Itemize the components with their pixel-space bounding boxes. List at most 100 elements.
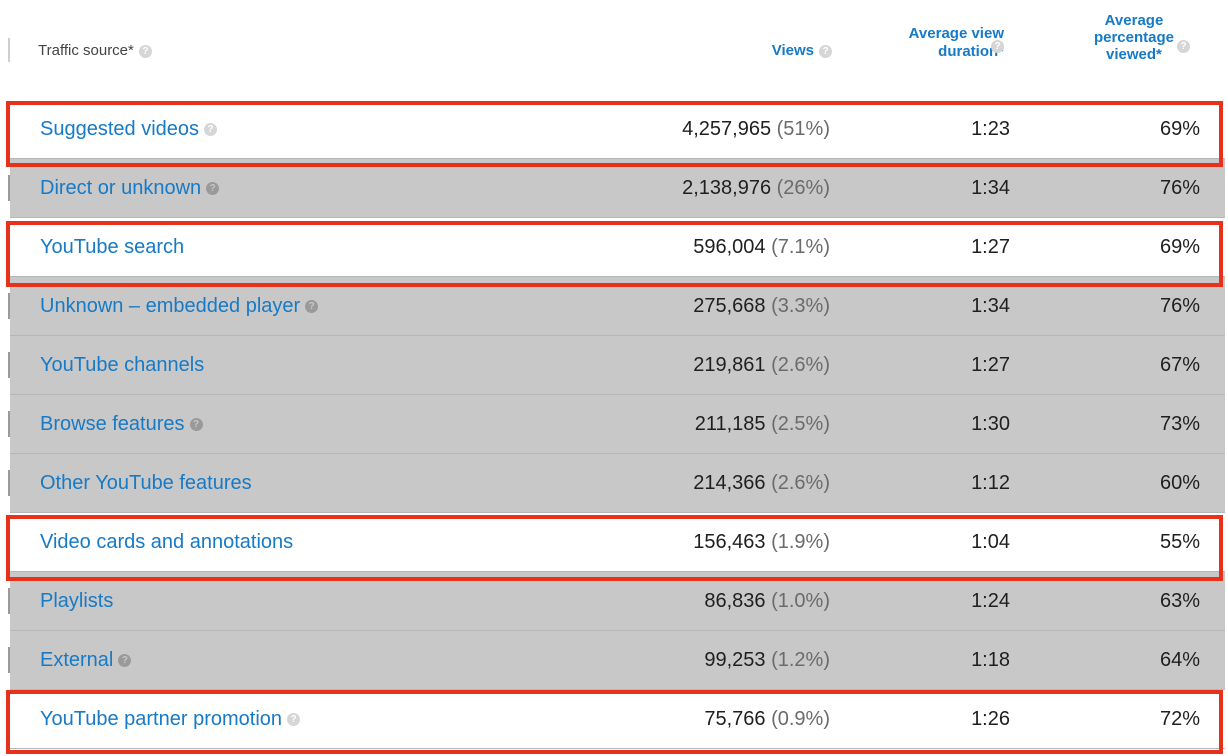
views-count: 86,836 [704,590,766,612]
row-divider [8,293,10,319]
traffic-source-link[interactable]: Unknown – embedded player? [40,277,319,335]
views-share: (2.5%) [771,413,830,435]
traffic-source-link[interactable]: External? [40,631,132,689]
highlight-box [6,515,1223,581]
traffic-source-label[interactable]: Video cards and annotations [40,531,294,553]
row-divider [8,411,10,437]
duration-value: 1:34 [971,177,1010,199]
traffic-source-label[interactable]: Playlists [40,590,114,612]
duration-value: 1:34 [971,295,1010,317]
views-value: 99,253 (1.2%) [704,631,830,689]
percent-value: 73% [1159,413,1200,435]
views-count: 99,253 [704,649,766,671]
percent-value: 64% [1159,649,1200,671]
traffic-source-link[interactable]: Other YouTube features [40,454,252,512]
traffic-source-link[interactable]: YouTube partner promotion? [40,690,301,748]
views-value: 2,138,976 (26%) [682,159,830,217]
views-value: 4,257,965 (51%) [682,100,830,158]
help-icon[interactable]: ? [118,654,132,668]
views-share: (1.9%) [771,531,830,553]
column-header-views[interactable]: Views? [772,42,832,59]
percent-value: 69% [1159,118,1200,140]
help-icon[interactable]: ? [991,40,1004,53]
traffic-source-label[interactable]: External [40,649,114,671]
percent-value: 55% [1159,531,1200,553]
duration-value: 1:18 [971,649,1010,671]
highlight-box [6,690,1223,754]
traffic-source-label[interactable]: YouTube channels [40,354,205,376]
views-share: (1.2%) [771,649,830,671]
help-icon[interactable]: ? [189,418,203,432]
views-value: 219,861 (2.6%) [693,336,830,394]
views-count: 596,004 [693,236,766,258]
row-divider [8,470,10,496]
column-header-label: percentage [1093,29,1174,46]
table-row: Direct or unknown? 2,138,976 (26%) 1:34 … [8,159,1225,218]
column-header-average-view-duration[interactable]: Average view duration* [908,25,1004,60]
views-share: (1.0%) [771,590,830,612]
column-header-traffic-source[interactable]: Traffic source*? [38,42,152,59]
table-row: YouTube search 596,004 (7.1%) 1:27 69% [10,218,1225,277]
duration-value: 1:24 [971,590,1010,612]
table-header: Traffic source*? Views? Average view dur… [0,0,1228,98]
views-share: (3.3%) [771,295,830,317]
highlight-box [6,101,1223,167]
table-row: YouTube partner promotion? 75,766 (0.9%)… [10,690,1225,749]
percent-value: 63% [1159,590,1200,612]
row-divider [8,175,10,201]
help-icon[interactable]: ? [206,182,220,196]
views-share: (0.9%) [771,708,830,730]
traffic-source-link[interactable]: Direct or unknown? [40,159,220,217]
views-count: 275,668 [693,295,766,317]
column-header-label: Average view [908,25,1004,42]
traffic-source-link[interactable]: Playlists [40,572,113,630]
duration-value: 1:30 [971,413,1010,435]
traffic-source-link[interactable]: YouTube channels [40,336,204,394]
table-row: Suggested videos? 4,257,965 (51%) 1:23 6… [10,100,1225,159]
views-count: 2,138,976 [682,177,772,199]
help-icon[interactable]: ? [138,44,152,58]
duration-value: 1:04 [971,531,1010,553]
column-header-label: Traffic source* [38,42,134,59]
percent-value: 69% [1159,236,1200,258]
help-icon[interactable]: ? [1177,40,1190,53]
percent-value: 67% [1159,354,1200,376]
traffic-source-link[interactable]: Suggested videos? [40,100,218,158]
views-share: (26%) [776,177,830,199]
views-share: (51%) [776,118,830,140]
table-row: YouTube channels 219,861 (2.6%) 1:27 67% [8,336,1225,395]
views-count: 4,257,965 [682,118,772,140]
help-icon[interactable]: ? [287,713,301,727]
help-icon[interactable]: ? [305,300,319,314]
duration-value: 1:26 [971,708,1010,730]
traffic-source-label[interactable]: Direct or unknown [40,177,202,199]
help-icon[interactable]: ? [204,123,218,137]
views-value: 214,366 (2.6%) [693,454,830,512]
column-header-label: Average [1104,12,1164,29]
views-count: 214,366 [693,472,766,494]
table-row: Browse features? 211,185 (2.5%) 1:30 73% [8,395,1225,454]
views-value: 211,185 (2.5%) [695,395,830,453]
views-share: (2.6%) [771,472,830,494]
traffic-source-label[interactable]: Other YouTube features [40,472,252,494]
traffic-source-link[interactable]: Browse features? [40,395,203,453]
duration-value: 1:27 [971,354,1010,376]
table-row: Other YouTube features 214,366 (2.6%) 1:… [8,454,1225,513]
traffic-source-label[interactable]: Suggested videos [40,118,200,140]
views-value: 75,766 (0.9%) [704,690,830,748]
views-value: 86,836 (1.0%) [704,572,830,630]
header-divider [8,38,10,62]
percent-value: 76% [1159,295,1200,317]
traffic-source-label[interactable]: Unknown – embedded player [40,295,301,317]
percent-value: 76% [1159,177,1200,199]
views-value: 596,004 (7.1%) [693,218,830,276]
column-header-average-percentage-viewed[interactable]: Average percentage viewed* [1094,12,1174,63]
table-row: External? 99,253 (1.2%) 1:18 64% [8,631,1225,690]
traffic-source-label[interactable]: YouTube partner promotion [40,708,283,730]
percent-value: 60% [1159,472,1200,494]
help-icon[interactable]: ? [819,44,832,58]
traffic-source-link[interactable]: Video cards and annotations [40,513,293,571]
traffic-source-label[interactable]: Browse features [40,413,185,435]
traffic-source-link[interactable]: YouTube search [40,218,184,276]
traffic-source-label[interactable]: YouTube search [40,236,185,258]
